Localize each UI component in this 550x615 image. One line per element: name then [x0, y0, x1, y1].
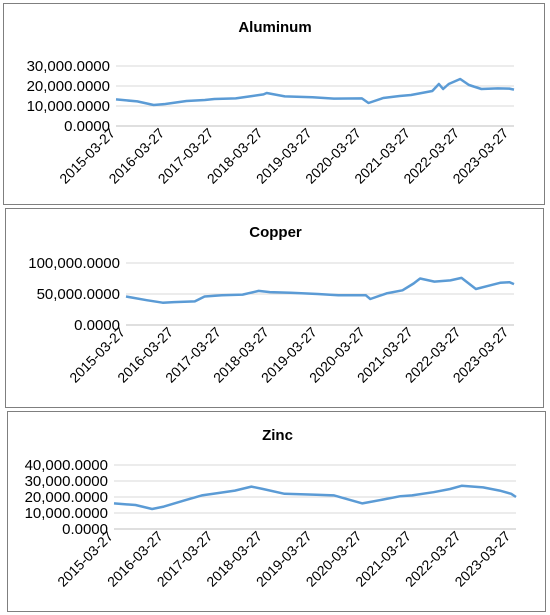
chart-panel-zinc: Zinc 0.0000 10,000.0000 20,000.0000 30,000.0… — [7, 411, 546, 612]
chart-copper: Copper0.000050,000.0000100,000.00002015-… — [28, 224, 515, 386]
y-tick-label: 10,000.0000 — [25, 505, 108, 522]
y-tick-label: 20,000.0000 — [27, 78, 110, 95]
chart-panel-copper: Copper 0.0000 50,000.0000 100,000.0000 2015-… — [5, 208, 544, 408]
series-line-aluminum — [115, 77, 515, 107]
y-tick-label: 0.0000 — [62, 521, 108, 538]
y-tick-label: 100,000.0000 — [28, 255, 120, 272]
chart-title: Zinc — [262, 427, 293, 444]
y-tick-label: 20,000.0000 — [25, 489, 108, 506]
chart-title: Copper — [249, 224, 302, 241]
y-tick-label: 30,000.0000 — [27, 58, 110, 75]
chart-panel-aluminum: Aluminum 0.0000 10,000.0000 20,000.0000 30,0… — [3, 3, 545, 205]
y-tick-label: 30,000.0000 — [25, 473, 108, 490]
y-tick-label: 0.0000 — [64, 118, 110, 135]
y-tick-label: 10,000.0000 — [27, 98, 110, 115]
y-tick-label: 0.0000 — [74, 317, 120, 334]
series-line-zinc — [113, 484, 517, 511]
chart-title: Aluminum — [238, 19, 311, 36]
chart-zinc: Zinc 0.000010,000.000020,000.000030,000.0… — [25, 427, 517, 590]
chart-aluminum: Aluminum 0.0000 10,000.0000 20,000.0000 30,0… — [27, 19, 515, 187]
series-line-copper — [125, 276, 515, 304]
y-tick-label: 50,000.0000 — [37, 286, 120, 303]
y-tick-label: 40,000.0000 — [25, 457, 108, 474]
